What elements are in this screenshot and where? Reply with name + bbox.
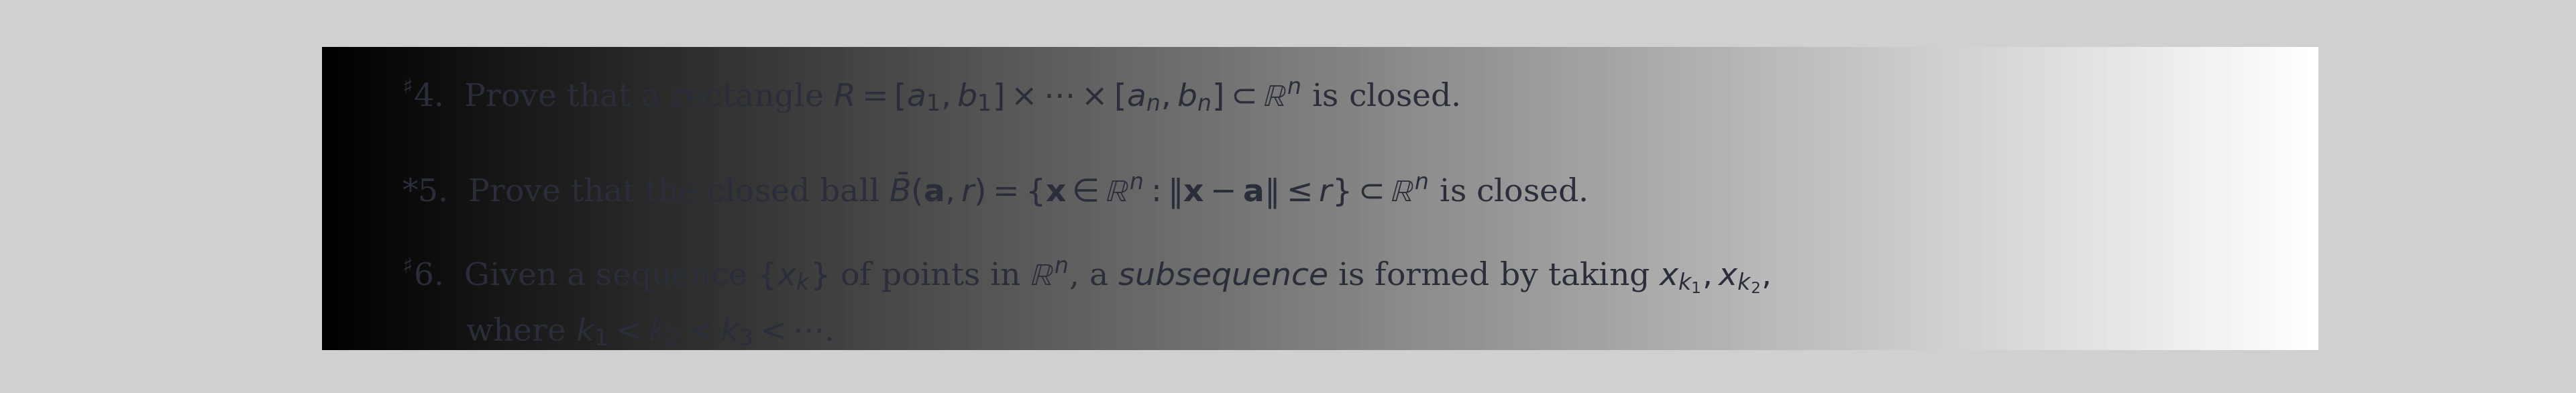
Text: where $k_1 < k_2 < k_3 < \cdots$.: where $k_1 < k_2 < k_3 < \cdots$. bbox=[466, 315, 832, 347]
Text: *5.  Prove that the closed ball $\bar{B}(\mathbf{a}, r) = \{\mathbf{x} \in \math: *5. Prove that the closed ball $\bar{B}(… bbox=[402, 171, 1587, 211]
Text: $^{\sharp}$6.  Given a sequence $\{x_k\}$ of points in $\mathbb{R}^n$, a $\mathi: $^{\sharp}$6. Given a sequence $\{x_k\}$… bbox=[402, 256, 1770, 295]
Text: $^{\sharp}$4.  Prove that a rectangle $R = [a_1, b_1] \times \cdots \times [a_n,: $^{\sharp}$4. Prove that a rectangle $R … bbox=[402, 76, 1458, 114]
